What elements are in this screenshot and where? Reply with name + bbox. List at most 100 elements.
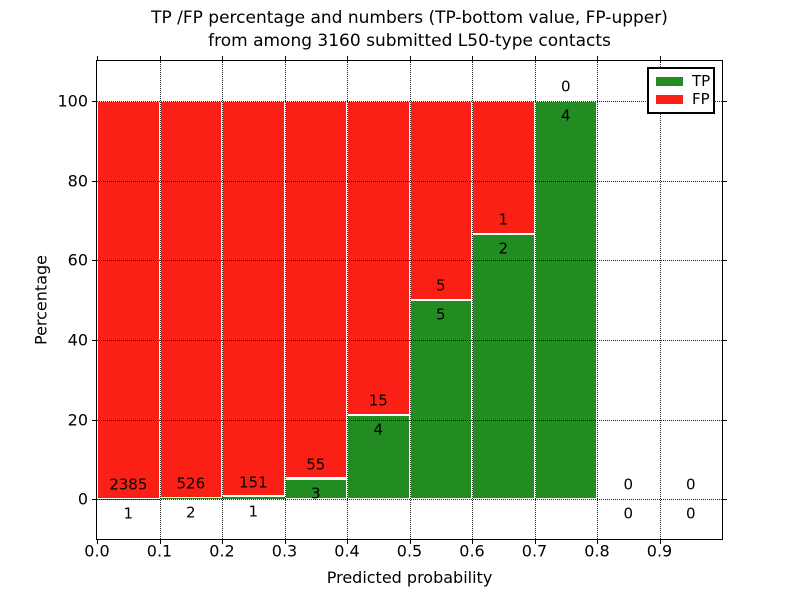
x-tick-label-0.3: 0.3 xyxy=(271,541,298,561)
x-tick-label-0.7: 0.7 xyxy=(521,541,548,561)
grid-layer xyxy=(97,61,722,539)
bar-fp-0.5-0.6 xyxy=(409,100,472,300)
y-tick-left-40 xyxy=(92,339,96,341)
legend-label-fp: FP xyxy=(692,90,710,108)
bar-tp-0.1-0.2 xyxy=(159,497,222,500)
x-tick-bottom-0.9 xyxy=(659,540,661,544)
bar-tp-0.2-0.3 xyxy=(222,496,285,500)
x-tick-bottom-0.0 xyxy=(97,540,98,544)
y-tick-label-100: 100 xyxy=(57,91,88,111)
fp-count-label-0.4-0.5: 15 xyxy=(368,391,388,410)
x-tick-bottom-0.5 xyxy=(409,540,411,544)
x-tick-label-0.1: 0.1 xyxy=(146,541,173,561)
v-gridline-0.9 xyxy=(659,61,661,539)
x-tick-top-0.8 xyxy=(597,56,598,60)
bar-fp-0.1-0.2 xyxy=(159,100,222,498)
x-tick-top-0.9 xyxy=(659,56,661,60)
y-tick-right-80 xyxy=(723,180,727,182)
x-tick-label-0.0: 0.0 xyxy=(84,541,110,561)
fp-count-label-0.1-0.2: 526 xyxy=(176,474,206,493)
x-tick-top-0.1 xyxy=(159,56,161,60)
y-tick-left-100 xyxy=(92,100,96,102)
x-tick-label-0.9: 0.9 xyxy=(646,541,673,561)
y-tick-label-0: 0 xyxy=(77,489,88,509)
v-gridline-0.8 xyxy=(597,61,598,539)
x-tick-top-0.3 xyxy=(284,56,286,60)
fp-count-label-0.8-0.9: 0 xyxy=(623,475,634,494)
tp-count-label-0.2-0.3: 1 xyxy=(248,502,259,520)
x-tick-bottom-0.3 xyxy=(284,540,286,544)
y-tick-left-20 xyxy=(92,419,96,421)
tp-color-swatch-icon xyxy=(656,77,683,86)
x-tick-label-0.5: 0.5 xyxy=(396,541,423,561)
v-gridline-0.3 xyxy=(284,61,286,539)
x-tick-bottom-0.8 xyxy=(597,540,598,544)
v-gridline-0.1 xyxy=(159,61,161,539)
v-gridline-0.6 xyxy=(472,61,473,539)
y-tick-right-60 xyxy=(723,260,727,262)
y-axis-label: Percentage xyxy=(31,254,51,346)
y-tick-left-80 xyxy=(92,180,96,182)
fp-count-label-0.9-1.0: 0 xyxy=(686,475,696,494)
y-tick-label-80: 80 xyxy=(67,171,88,190)
x-tick-label-0.6: 0.6 xyxy=(459,541,485,561)
chart-title-line2: from among 3160 submitted L50-type conta… xyxy=(208,31,611,51)
v-gridline-0.4 xyxy=(347,61,348,539)
v-gridline-0.7 xyxy=(534,61,536,539)
v-gridline-0.2 xyxy=(222,61,223,539)
x-tick-bottom-0.4 xyxy=(347,540,348,544)
x-tick-top-0.7 xyxy=(534,56,536,60)
y-tick-right-0 xyxy=(723,499,727,501)
x-tick-bottom-0.7 xyxy=(534,540,536,544)
bar-tp-0.5-0.6 xyxy=(409,300,472,500)
legend: TP FP xyxy=(647,67,715,114)
bar-tp-0.4-0.5 xyxy=(347,415,410,500)
bar-layer xyxy=(97,61,722,539)
x-tick-top-0.0 xyxy=(97,56,98,60)
tp-count-label-0.9-1.0: 0 xyxy=(686,504,696,523)
y-tick-left-0 xyxy=(92,499,96,501)
x-tick-bottom-0.1 xyxy=(159,540,161,544)
tp-count-label-0.4-0.5: 4 xyxy=(373,420,384,439)
x-tick-bottom-0.2 xyxy=(222,540,223,544)
fp-count-label-0.3-0.4: 55 xyxy=(306,455,326,474)
fp-count-label-0.2-0.3: 151 xyxy=(238,473,268,491)
tp-count-label-0.7-0.8: 4 xyxy=(561,106,571,125)
fp-count-label-0.6-0.7: 1 xyxy=(498,210,509,229)
chart-title-line1: TP /FP percentage and numbers (TP-bottom… xyxy=(151,8,668,28)
tp-count-label-0.5-0.6: 5 xyxy=(436,305,446,324)
x-tick-top-0.6 xyxy=(472,56,473,60)
bar-tp-0.6-0.7 xyxy=(472,233,535,500)
y-tick-right-40 xyxy=(723,339,727,341)
bar-fp-0.0-0.1 xyxy=(97,100,160,499)
v-gridline-0.5 xyxy=(409,61,411,539)
fp-count-label-0.5-0.6: 5 xyxy=(436,276,446,295)
x-tick-bottom-0.6 xyxy=(472,540,473,544)
chart-title: TP /FP percentage and numbers (TP-bottom… xyxy=(96,7,723,53)
tp-count-label-0.8-0.9: 0 xyxy=(623,504,634,523)
bar-fp-0.6-0.7 xyxy=(472,100,535,234)
y-tick-label-20: 20 xyxy=(67,410,88,429)
tp-count-label-0.1-0.2: 2 xyxy=(186,503,196,522)
y-tick-right-100 xyxy=(723,100,727,102)
y-tick-left-60 xyxy=(92,260,96,262)
tp-count-label-0.0-0.1: 1 xyxy=(123,504,134,523)
bar-count-label-layer: 2385 1 526 2 151 1 55 3 15 4 5 5 1 2 0 4 0 0 0 0 xyxy=(97,61,722,539)
fp-count-label-0.7-0.8: 0 xyxy=(561,77,571,96)
x-tick-top-0.4 xyxy=(347,56,348,60)
legend-label-tp: TP xyxy=(692,72,711,90)
x-axis-label: Predicted probability xyxy=(326,568,493,587)
y-tick-label-40: 40 xyxy=(67,330,88,350)
y-tick-right-20 xyxy=(723,419,727,421)
fp-color-swatch-icon xyxy=(656,95,683,104)
tp-count-label-0.6-0.7: 2 xyxy=(498,239,509,258)
y-tick-label-60: 60 xyxy=(67,250,88,270)
x-tick-top-0.5 xyxy=(409,56,411,60)
x-tick-label-0.2: 0.2 xyxy=(209,541,235,561)
tp-count-label-0.3-0.4: 3 xyxy=(311,484,321,503)
x-tick-label-0.4: 0.4 xyxy=(334,541,360,561)
x-tick-top-0.2 xyxy=(222,56,223,60)
fp-count-label-0.0-0.1: 2385 xyxy=(109,475,148,494)
plot-area: 2385 1 526 2 151 1 55 3 15 4 5 5 1 2 0 4 0 0 0 0 xyxy=(96,60,723,540)
